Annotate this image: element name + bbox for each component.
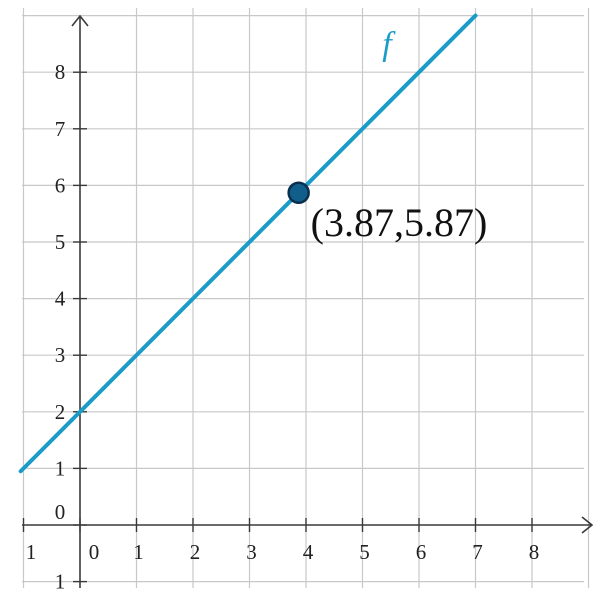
y-tick-label: 1 [55, 570, 66, 594]
data-point-label: (3.87,5.87) [311, 200, 488, 245]
x-tick-label: 8 [529, 540, 540, 564]
tick-marks [22, 71, 533, 583]
y-tick-label: 1 [55, 456, 66, 480]
x-tick-label: 5 [359, 540, 370, 564]
data-point-marker [287, 181, 310, 205]
y-tick-label: 8 [55, 60, 66, 84]
y-tick-label: 7 [55, 117, 66, 141]
x-tick-label: 7 [472, 540, 483, 564]
x-tick-label: 6 [416, 540, 427, 564]
x-tick-label: 0 [89, 540, 100, 564]
y-tick-label: 2 [55, 400, 66, 424]
y-axis-arrow-icon [71, 14, 89, 27]
x-tick-label: 2 [190, 540, 201, 564]
x-tick-label: 1 [26, 540, 37, 564]
y-tick-label: 5 [55, 230, 66, 254]
points: (3.87,5.87) [287, 181, 488, 245]
y-tick-label: 4 [55, 287, 66, 311]
y-tick-label: 6 [55, 173, 66, 197]
axes [22, 14, 594, 588]
y-tick-label: 0 [55, 500, 66, 524]
x-axis-arrow-icon [581, 516, 594, 534]
y-tick-label: 3 [55, 343, 66, 367]
x-tick-label: 3 [246, 540, 257, 564]
x-tick-label: 1 [133, 540, 144, 564]
x-tick-label: 4 [303, 540, 314, 564]
function-line-f [18, 13, 478, 474]
grid [22, 8, 590, 588]
